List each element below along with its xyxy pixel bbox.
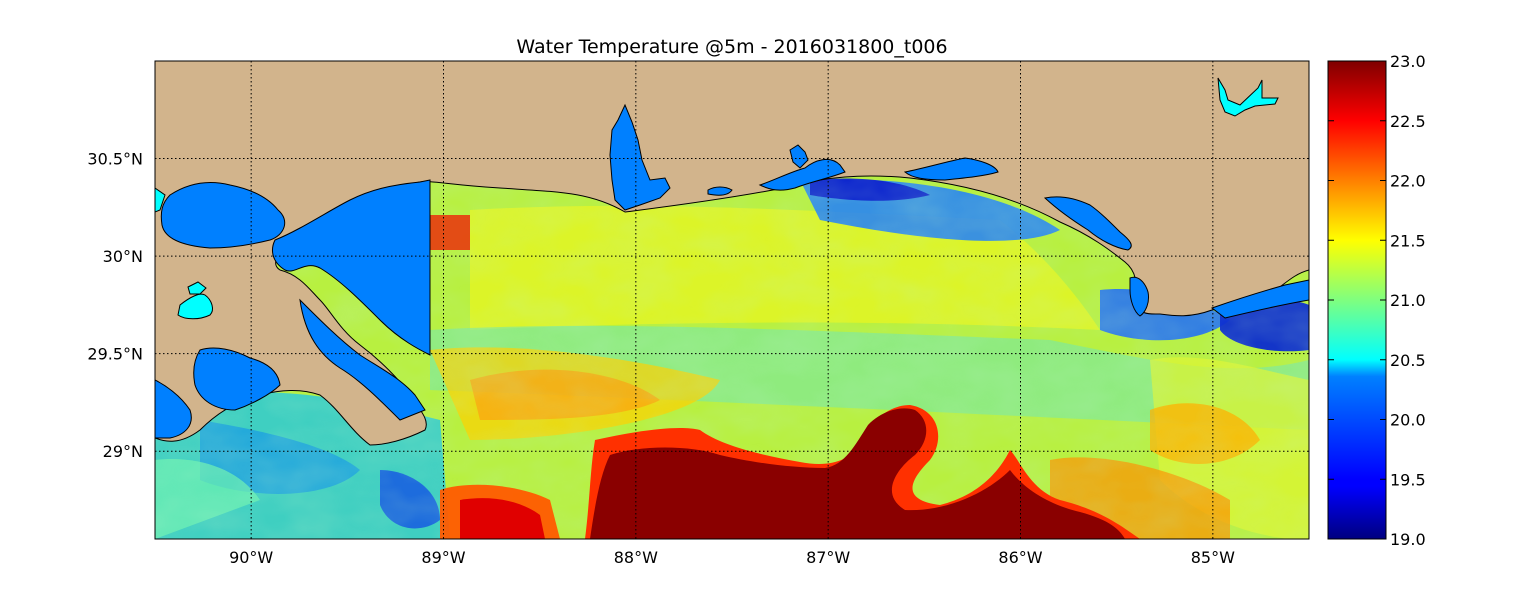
longitude-label: 87°W: [806, 548, 850, 567]
colorbar: 19.0 19.5 20.0 20.5 21.0 21.5 22.0 22.5 23.0: [1327, 52, 1426, 549]
lakes: [155, 77, 1279, 320]
st-andrew-bay: [1043, 196, 1132, 251]
colorbar-gradient: [1327, 60, 1387, 540]
latitude-labels: 30.5°N 30°N 29.5°N 29°N: [87, 150, 143, 462]
colorbar-tick-label: 22.0: [1390, 172, 1426, 191]
map-frame: [154, 60, 1310, 540]
temperature-field: [155, 61, 1309, 539]
colorbar-tick-label: 21.5: [1390, 231, 1426, 250]
longitude-label: 88°W: [614, 548, 658, 567]
map-area: [155, 61, 1309, 539]
latitude-label: 29.5°N: [87, 345, 143, 364]
latitude-label: 30°N: [103, 247, 143, 266]
longitude-label: 89°W: [421, 548, 465, 567]
latitude-label: 29°N: [103, 442, 143, 461]
longitude-labels: 90°W 89°W 88°W 87°W 86°W 85°W: [229, 548, 1235, 567]
barataria-bay: [193, 347, 281, 411]
lake-maurepas: [155, 187, 166, 213]
apalachee-bay: [1210, 279, 1309, 319]
colorbar-tick-label: 23.0: [1390, 52, 1426, 71]
lake-pontchartrain: [160, 181, 286, 249]
longitude-label: 86°W: [998, 548, 1042, 567]
colorbar-tick-label: 19.5: [1390, 470, 1426, 489]
mobile-bay: [609, 103, 671, 211]
map-title: Water Temperature @5m - 2016031800_t006: [516, 36, 948, 58]
colorbar-tick-label: 21.0: [1390, 291, 1426, 310]
latitude-label: 30.5°N: [87, 150, 143, 169]
longitude-label: 85°W: [1191, 548, 1235, 567]
lake-salvador: [177, 293, 213, 320]
chandeleur-sound: [272, 179, 431, 356]
colorbar-tick-label: 20.0: [1390, 411, 1426, 430]
longitude-label: 90°W: [229, 548, 273, 567]
pensacola-bay: [758, 158, 846, 191]
lake-seminole: [1217, 77, 1279, 117]
choctawhatchee-bay: [903, 157, 999, 181]
colorbar-tick-label: 19.0: [1390, 530, 1426, 549]
bays: [155, 103, 1309, 439]
colorbar-tick-label: 20.5: [1390, 351, 1426, 370]
graticule: [155, 61, 1309, 539]
colorbar-ticks: 19.0 19.5 20.0 20.5 21.0 21.5 22.0 22.5 23.0: [1328, 52, 1426, 549]
colorbar-tick-label: 22.5: [1390, 112, 1426, 131]
